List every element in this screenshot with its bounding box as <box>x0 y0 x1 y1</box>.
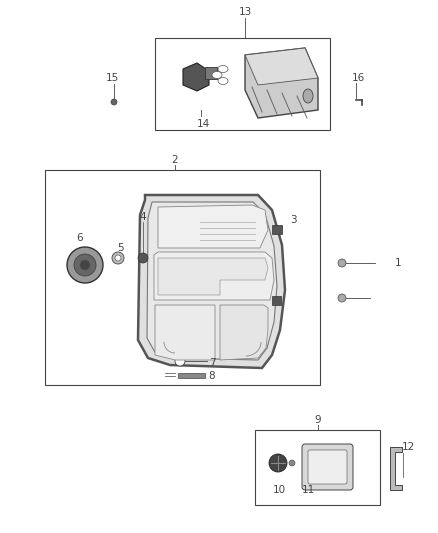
FancyBboxPatch shape <box>302 444 353 490</box>
Text: 10: 10 <box>272 485 286 495</box>
Polygon shape <box>390 447 402 490</box>
Circle shape <box>138 253 148 263</box>
Polygon shape <box>158 205 268 248</box>
Circle shape <box>112 252 124 264</box>
Text: 1: 1 <box>395 258 401 268</box>
Text: 15: 15 <box>106 73 119 83</box>
Circle shape <box>338 259 346 267</box>
Polygon shape <box>155 305 215 360</box>
Circle shape <box>269 454 287 472</box>
Polygon shape <box>245 48 318 118</box>
Ellipse shape <box>212 71 222 78</box>
Text: 5: 5 <box>117 243 124 253</box>
FancyBboxPatch shape <box>308 450 347 484</box>
Text: 16: 16 <box>351 73 364 83</box>
Bar <box>155 38 330 130</box>
Polygon shape <box>245 48 318 85</box>
Polygon shape <box>220 305 268 360</box>
Circle shape <box>338 294 346 302</box>
Bar <box>272 225 282 234</box>
Text: 6: 6 <box>77 233 83 243</box>
Text: 12: 12 <box>401 442 415 452</box>
Text: 2: 2 <box>172 155 178 165</box>
Circle shape <box>67 247 103 283</box>
Text: 14: 14 <box>196 119 210 129</box>
Polygon shape <box>138 195 285 368</box>
Bar <box>255 430 380 505</box>
Text: 9: 9 <box>314 415 321 425</box>
Circle shape <box>289 460 295 466</box>
Text: 3: 3 <box>290 215 297 225</box>
Text: 13: 13 <box>238 7 251 17</box>
Polygon shape <box>158 258 268 295</box>
Text: 7: 7 <box>208 358 215 368</box>
Circle shape <box>115 255 121 261</box>
Bar <box>272 296 281 305</box>
Circle shape <box>111 99 117 105</box>
Polygon shape <box>183 63 209 91</box>
Circle shape <box>74 254 96 276</box>
Polygon shape <box>147 202 277 360</box>
Text: 4: 4 <box>140 212 146 222</box>
Bar <box>45 170 320 385</box>
Text: 11: 11 <box>301 485 314 495</box>
Ellipse shape <box>218 66 228 72</box>
Text: 8: 8 <box>208 371 215 381</box>
Ellipse shape <box>303 89 313 103</box>
Circle shape <box>175 356 185 366</box>
Ellipse shape <box>218 77 228 85</box>
Polygon shape <box>178 373 205 378</box>
Polygon shape <box>205 67 217 79</box>
Polygon shape <box>154 252 274 300</box>
Circle shape <box>80 260 90 270</box>
